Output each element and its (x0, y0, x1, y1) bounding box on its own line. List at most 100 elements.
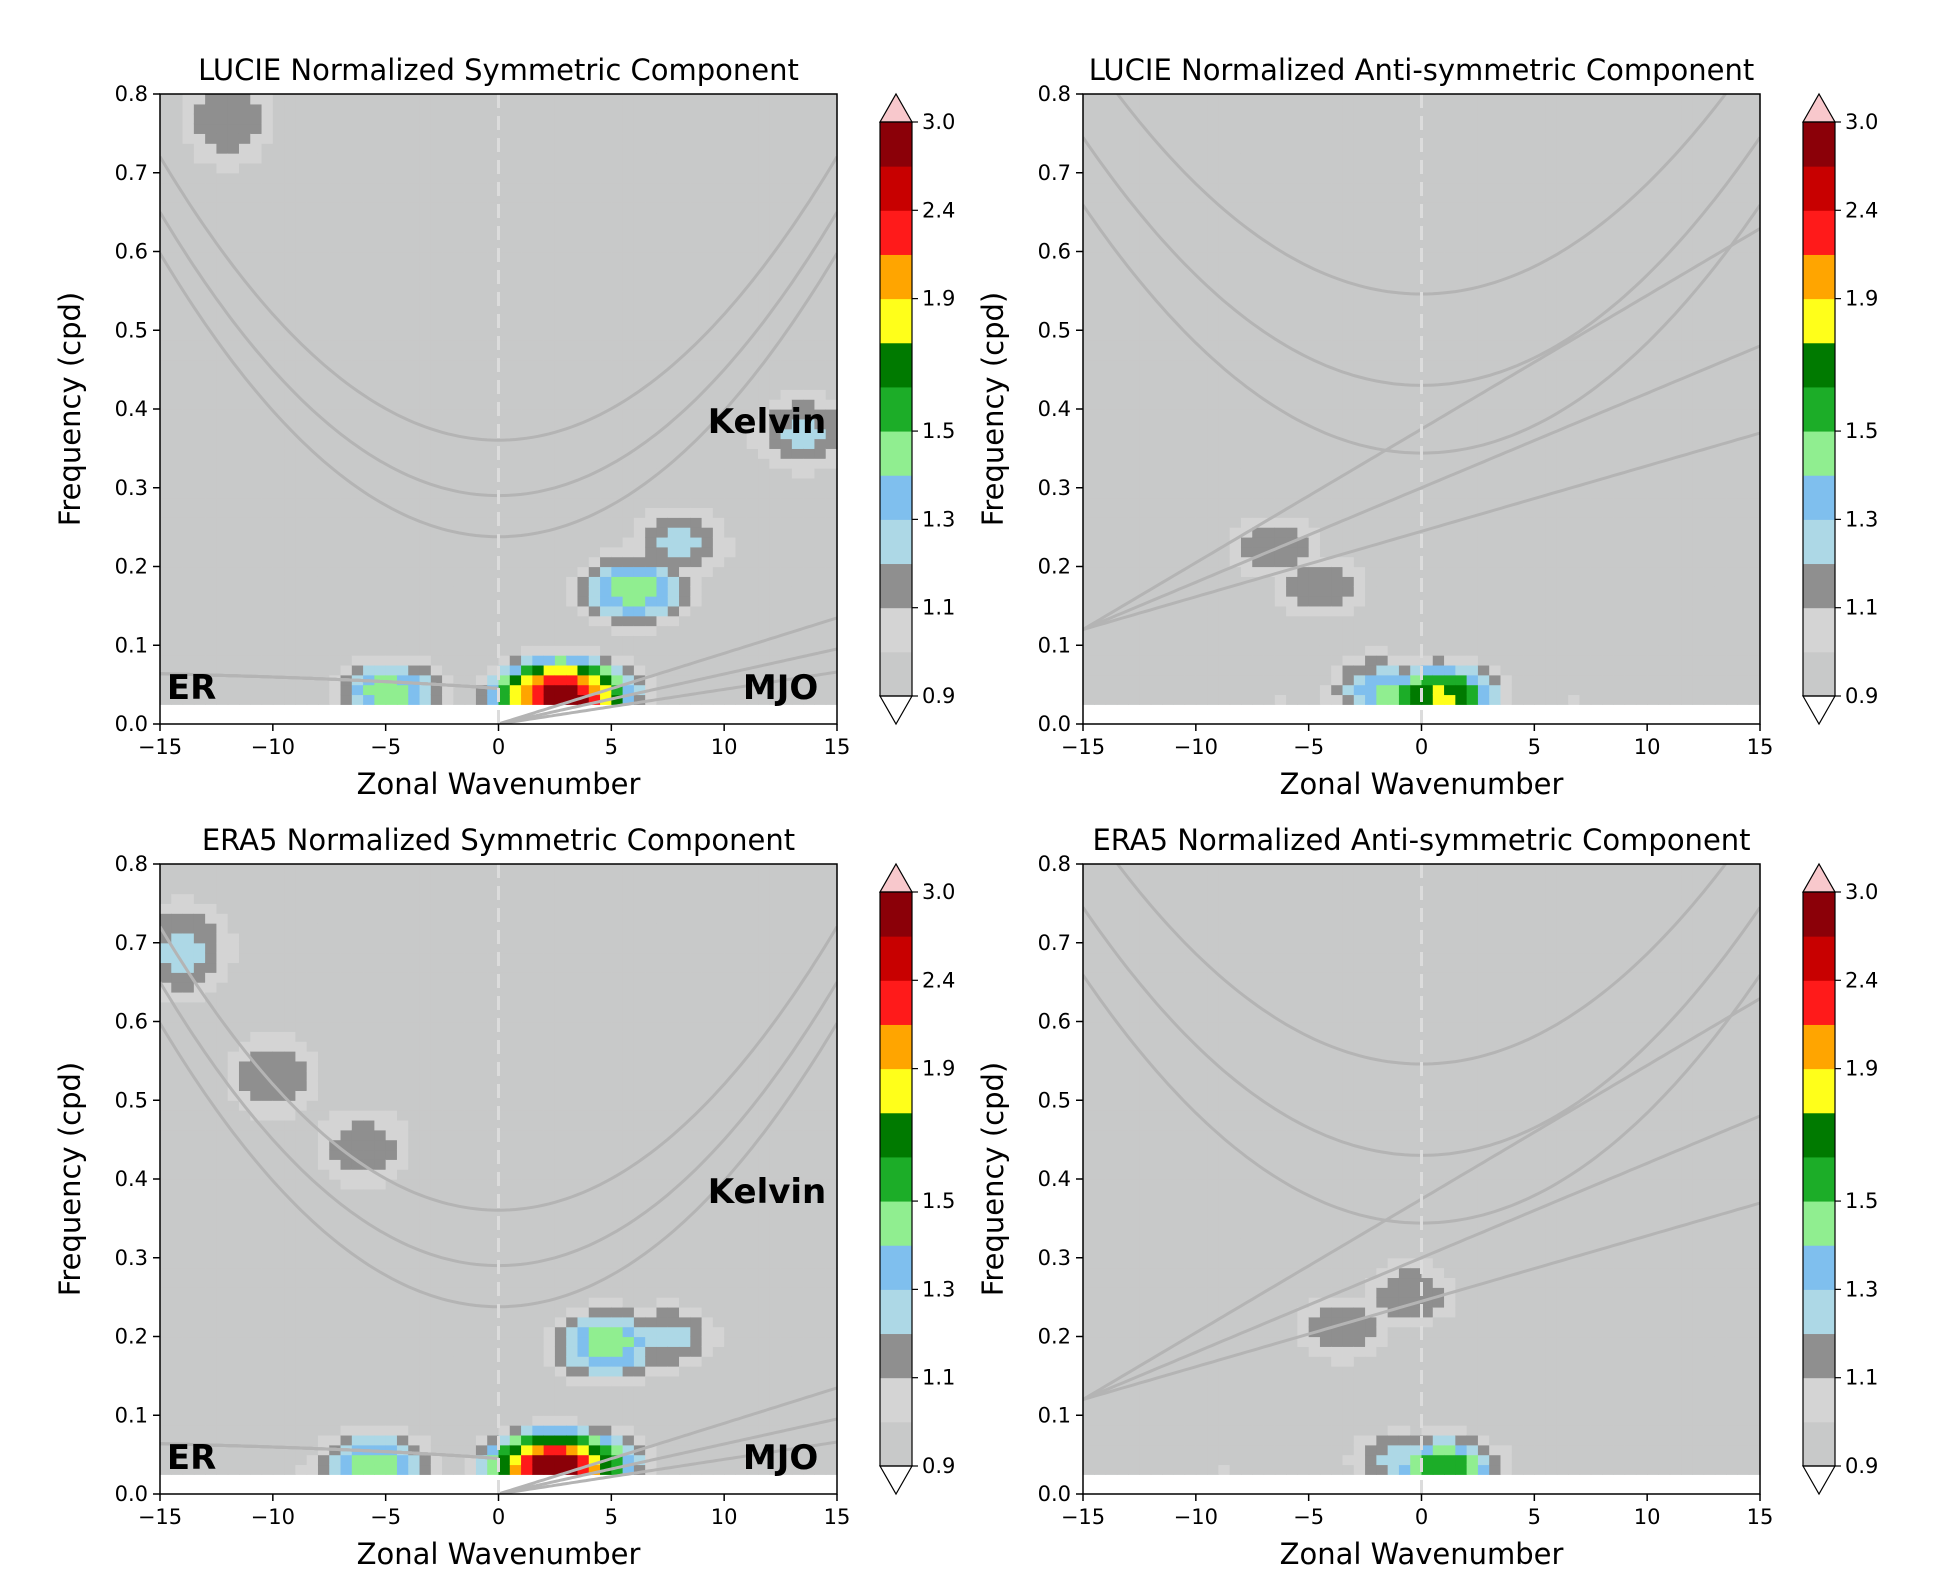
contour-cell (1139, 182, 1152, 194)
contour-cell (521, 202, 533, 213)
contour-cell (532, 664, 545, 676)
contour-cell (464, 310, 477, 321)
contour-cell (769, 556, 782, 568)
contour-cell (306, 281, 319, 292)
contour-cell (295, 527, 308, 538)
contour-cell (1240, 251, 1253, 262)
contour-cell (1274, 389, 1287, 400)
contour-cell (250, 694, 263, 705)
contour-cell (1083, 566, 1095, 577)
contour-cell (385, 133, 398, 144)
contour-cell (622, 103, 635, 115)
contour-cell (521, 143, 533, 154)
colorbar-segment (880, 210, 912, 255)
contour-cell (284, 133, 296, 144)
contour-cell (690, 655, 703, 666)
contour-cell (1128, 517, 1141, 528)
contour-cell (216, 507, 229, 518)
contour-cell (724, 507, 737, 518)
contour-cell (295, 251, 308, 262)
contour-cell (1218, 586, 1231, 597)
contour-cell (1128, 399, 1141, 410)
contour-cell (272, 340, 285, 351)
contour-cell (171, 212, 184, 223)
contour-cell (419, 507, 432, 518)
contour-cell (329, 694, 342, 705)
contour-cell (577, 645, 590, 656)
contour-cell (182, 143, 195, 154)
contour-cell (1094, 349, 1107, 361)
contour-cell (453, 635, 466, 646)
contour-cell (340, 625, 353, 636)
contour-cell (758, 576, 770, 587)
contour-cell (758, 379, 770, 390)
contour-cell (498, 349, 511, 361)
contour-cell (430, 418, 443, 430)
contour-cell (735, 113, 748, 125)
contour-cell (487, 221, 500, 233)
contour-cell (532, 290, 545, 302)
contour-cell (1161, 192, 1174, 203)
contour-cell (171, 310, 184, 321)
contour-cell (554, 123, 567, 134)
contour-cell (521, 507, 533, 518)
contour-cell (521, 477, 533, 489)
contour-cell (701, 635, 714, 646)
contour-cell (622, 458, 635, 469)
contour-cell (1263, 409, 1276, 420)
contour-cell (385, 300, 398, 312)
contour-cell (1218, 428, 1231, 440)
contour-cell (216, 379, 229, 390)
contour-cell (735, 389, 748, 400)
contour-cell (498, 231, 511, 243)
contour-cell (814, 340, 827, 351)
contour-cell (712, 290, 725, 302)
contour-cell (701, 586, 714, 597)
contour-cell (600, 497, 612, 509)
kelvin-curve (498, 616, 837, 724)
contour-cell (1116, 645, 1129, 656)
contour-cell (284, 162, 296, 174)
contour-cell (1252, 615, 1265, 627)
contour-cell (645, 202, 658, 213)
contour-cell (1240, 546, 1253, 558)
contour-cell (690, 566, 703, 577)
contour-cell (554, 684, 567, 696)
contour-cell (453, 349, 466, 361)
contour-cell (825, 596, 838, 607)
contour-cell (363, 192, 375, 203)
contour-cell (1161, 113, 1174, 125)
contour-cell (430, 192, 443, 203)
contour-cell (712, 320, 725, 331)
contour-cell (600, 340, 612, 351)
contour-cell (825, 330, 838, 341)
contour-cell (1083, 123, 1095, 134)
contour-cell (1105, 586, 1118, 597)
contour-cell (317, 340, 330, 351)
contour-cell (182, 655, 195, 666)
contour-cell (1263, 635, 1276, 646)
contour-cell (566, 596, 579, 607)
contour-cell (532, 231, 545, 243)
contour-cell (306, 192, 319, 203)
contour-cell (1083, 399, 1095, 410)
contour-cell (1286, 182, 1298, 194)
contour-cell (690, 212, 703, 223)
contour-cell (724, 438, 737, 449)
contour-cell (712, 192, 725, 203)
contour-cell (306, 497, 319, 509)
contour-cell (543, 694, 556, 705)
contour-cell (306, 458, 319, 469)
contour-cell (566, 192, 579, 203)
contour-cell (1184, 340, 1197, 351)
contour-cell (408, 664, 421, 676)
contour-cell (735, 477, 748, 489)
contour-cell (1207, 281, 1219, 292)
contour-cell (430, 507, 443, 518)
contour-cell (1286, 507, 1298, 518)
contour-cell (543, 477, 556, 489)
contour-cell (656, 428, 669, 440)
contour-cell (667, 212, 680, 223)
contour-cell (791, 596, 804, 607)
contour-cell (317, 428, 330, 440)
